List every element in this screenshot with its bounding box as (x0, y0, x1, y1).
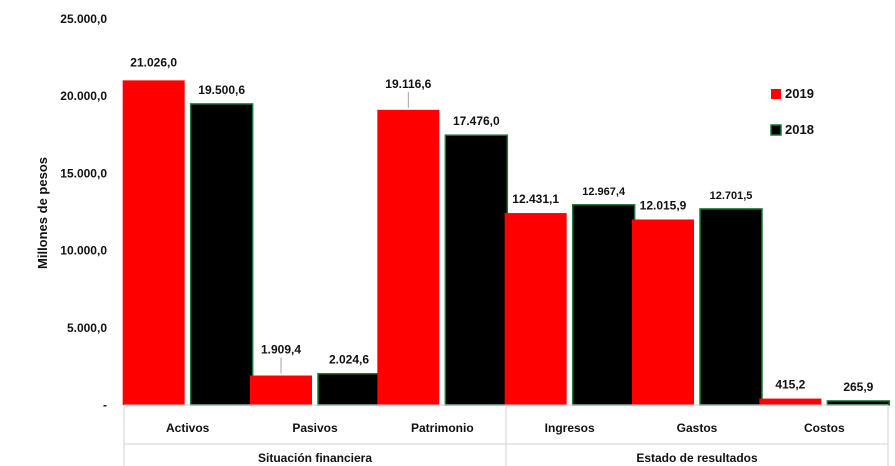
x-group-label: Situación financiera (258, 451, 372, 465)
legend-label-2018: 2018 (785, 122, 814, 137)
x-tick-label: Pasivos (292, 421, 338, 435)
y-tick-label: 10.000,0 (60, 244, 107, 258)
value-label: 2.024,6 (329, 353, 369, 367)
x-group-label: Estado de resultados (636, 451, 758, 465)
y-axis-ticks: - 5.000,0 10.000,0 15.000,0 20.000,0 25.000,0 (60, 12, 107, 412)
x-tick-label: Activos (166, 421, 210, 435)
y-tick-label: 20.000,0 (60, 89, 107, 103)
value-label: 265,9 (843, 380, 873, 394)
bar-2019-pasivos (250, 375, 312, 405)
value-label: 19.500,6 (198, 83, 245, 97)
y-axis-title-group: Millones de pesos (35, 157, 50, 269)
value-label: 21.026,0 (130, 55, 177, 69)
legend: 2019 2018 (770, 86, 814, 137)
x-tick-label: Costos (804, 421, 845, 435)
bars-group (122, 80, 891, 406)
value-label: 17.476,0 (453, 114, 500, 128)
bar-2018-costos (826, 400, 891, 406)
y-tick-label: 5.000,0 (67, 321, 107, 335)
x-axis: Activos Pasivos Patrimonio Ingresos Gastos Co… (123, 404, 889, 466)
bar-2018-pasivos (317, 372, 381, 406)
legend-label-2019: 2019 (785, 86, 814, 101)
bar-2019-gastos (632, 219, 694, 405)
y-axis-title: Millones de pesos (35, 157, 50, 269)
bar-2019-activos (122, 80, 185, 406)
x-tick-label: Ingresos (545, 421, 595, 435)
value-labels: 21.026,0 19.500,6 1.909,4 2.024,6 19.116,6 17… (130, 55, 873, 394)
x-tick-label: Gastos (677, 421, 718, 435)
bar-2019-patrimonio (377, 109, 440, 406)
y-tick-label: - (103, 398, 107, 412)
value-label: 12.015,9 (640, 198, 687, 212)
bar-2018-patrimonio (444, 134, 509, 406)
value-label: 19.116,6 (385, 77, 431, 91)
legend-swatch-2019 (771, 89, 781, 99)
leader-lines (280, 91, 409, 374)
legend-swatch-2018 (770, 124, 782, 136)
bar-2019-ingresos (504, 213, 567, 405)
value-label: 12.701,5 (710, 190, 753, 202)
value-label: 12.967,4 (582, 186, 626, 198)
value-label: 12.431,1 (512, 192, 559, 206)
bar-2018-activos (189, 103, 254, 406)
bar-2018-ingresos (571, 204, 636, 406)
y-tick-label: 25.000,0 (60, 12, 107, 26)
bar-2018-gastos (699, 208, 763, 406)
value-label: 415,2 (775, 378, 805, 392)
bar-2019-costos (759, 398, 822, 405)
y-tick-label: 15.000,0 (60, 166, 107, 180)
x-tick-label: Patrimonio (411, 421, 474, 435)
value-label: 1.909,4 (261, 343, 301, 357)
